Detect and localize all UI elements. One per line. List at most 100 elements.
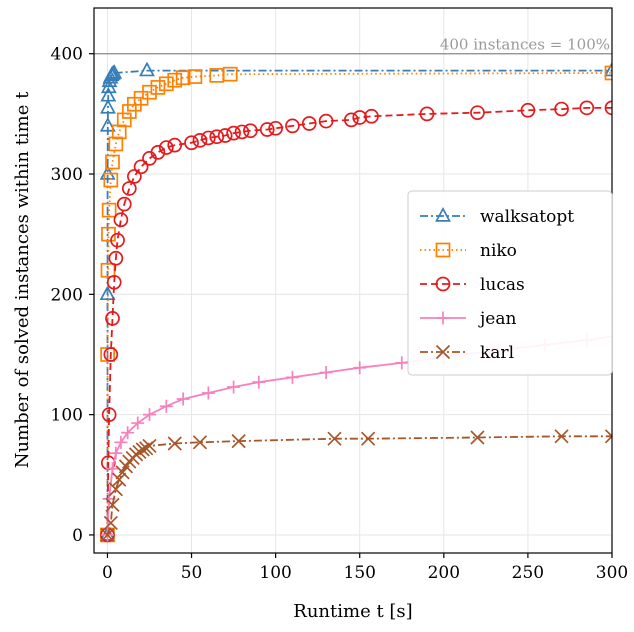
data-point-lucas-22 (226, 125, 241, 141)
legend-marker-walksatopt (435, 207, 451, 222)
y-tick-label-1: 100 (51, 406, 83, 426)
data-point-niko-3 (101, 226, 116, 242)
legend-label-walksatopt: walksatopt (480, 207, 574, 227)
data-point-karl-14 (167, 436, 182, 451)
data-point-niko-14 (150, 80, 166, 95)
y-axis-ticks: 0 100 200 300 400 (51, 45, 94, 546)
legend-box (407, 190, 613, 376)
data-point-walksatopt-3 (99, 116, 116, 132)
data-point-walksatopt-1 (99, 285, 116, 301)
series-lucas (100, 100, 612, 543)
x-tick-label-3: 150 (344, 563, 376, 583)
y-tick-label-3: 300 (51, 165, 83, 185)
data-point-lucas-15 (158, 140, 174, 155)
legend-marker-niko (435, 242, 451, 258)
data-point-niko-7 (108, 136, 124, 152)
data-point-jean-13 (285, 370, 299, 384)
data-point-lucas-3 (103, 347, 119, 362)
x-tick-label-4: 200 (428, 563, 460, 583)
data-point-jean-12 (252, 375, 266, 389)
data-point-lucas-33 (419, 106, 435, 122)
data-point-lucas-2 (101, 407, 117, 422)
legend-marker-lucas (435, 276, 451, 292)
data-point-karl-13 (142, 438, 157, 454)
data-point-niko-15 (158, 76, 174, 92)
data-point-jean-8 (159, 399, 173, 413)
series-line-lucas (106, 107, 612, 536)
legend-item-karl: karl (420, 343, 514, 363)
data-point-lucas-37 (579, 100, 595, 116)
data-point-lucas-18 (192, 132, 208, 148)
data-point-lucas-27 (285, 118, 300, 134)
legend-marker-karl (435, 344, 451, 360)
x-axis-title: Runtime t [s] (293, 601, 412, 622)
series-line-karl (106, 435, 612, 536)
legend-label-niko: niko (480, 241, 517, 261)
data-point-lucas-12 (133, 159, 149, 175)
data-point-niko-5 (103, 172, 119, 188)
legend-marker-jean (436, 311, 450, 325)
data-point-lucas-17 (184, 135, 199, 151)
data-point-lucas-4 (105, 311, 120, 326)
data-point-lucas-9 (116, 196, 132, 212)
data-point-jean-14 (319, 366, 333, 380)
data-point-niko-13 (142, 84, 157, 100)
data-point-lucas-21 (217, 128, 233, 143)
data-point-lucas-23 (234, 124, 250, 140)
data-point-karl-15 (192, 435, 208, 450)
legend: walksatopt niko lucas jean karl (407, 190, 613, 376)
data-point-lucas-36 (554, 101, 569, 117)
data-point-niko-20 (222, 66, 238, 82)
data-point-jean-4 (114, 435, 128, 449)
data-point-jean-9 (176, 392, 190, 406)
data-point-lucas-5 (106, 274, 122, 290)
legend-item-lucas: lucas (420, 275, 525, 295)
data-point-jean-5 (121, 426, 135, 440)
data-point-lucas-8 (113, 212, 129, 228)
y-axis-title: Number of solved instances within time t (12, 91, 33, 468)
data-point-karl-17 (327, 431, 342, 446)
reference-line-label: 400 instances = 100% (440, 36, 610, 54)
data-point-walksatopt-4 (100, 98, 116, 114)
data-point-jean-7 (143, 408, 156, 422)
data-point-jean-16 (395, 356, 409, 370)
data-point-karl-21 (604, 429, 612, 444)
data-point-niko-18 (187, 69, 203, 84)
data-point-niko-17 (175, 70, 191, 86)
x-tick-label-1: 50 (181, 563, 203, 583)
x-tick-label-2: 100 (259, 563, 291, 583)
data-point-jean-11 (227, 380, 241, 394)
x-tick-label-5: 250 (512, 563, 544, 583)
data-point-lucas-30 (343, 112, 359, 128)
data-point-karl-1 (103, 515, 118, 531)
legend-label-karl: karl (480, 343, 514, 363)
data-point-jean-3 (109, 446, 123, 460)
data-point-niko-16 (167, 72, 183, 88)
data-point-lucas-19 (201, 130, 216, 146)
data-point-lucas-6 (108, 250, 124, 266)
data-point-lucas-14 (150, 145, 166, 160)
data-point-lucas-16 (167, 137, 183, 153)
x-tick-label-6: 300 (596, 563, 628, 583)
data-point-lucas-31 (352, 110, 368, 125)
data-point-lucas-29 (318, 113, 334, 129)
data-point-lucas-20 (209, 129, 225, 145)
data-point-lucas-24 (243, 123, 258, 139)
data-point-karl-18 (361, 431, 376, 446)
data-point-niko-9 (116, 112, 132, 128)
data-point-karl-20 (554, 429, 569, 444)
x-tick-label-0: 0 (102, 563, 113, 583)
data-point-niko-21 (604, 65, 612, 81)
legend-item-walksatopt: walksatopt (420, 207, 574, 227)
data-point-lucas-32 (364, 108, 379, 124)
data-point-walksatopt-12 (139, 61, 155, 77)
legend-item-jean: jean (420, 309, 516, 329)
data-point-karl-4 (112, 472, 127, 487)
x-axis-ticks: 0 50 100 150 200 250 300 (102, 553, 628, 583)
data-point-niko-4 (101, 202, 117, 218)
data-point-lucas-26 (268, 120, 283, 136)
data-point-lucas-35 (520, 102, 536, 118)
data-point-karl-3 (108, 482, 123, 497)
data-point-jean-6 (131, 416, 145, 430)
